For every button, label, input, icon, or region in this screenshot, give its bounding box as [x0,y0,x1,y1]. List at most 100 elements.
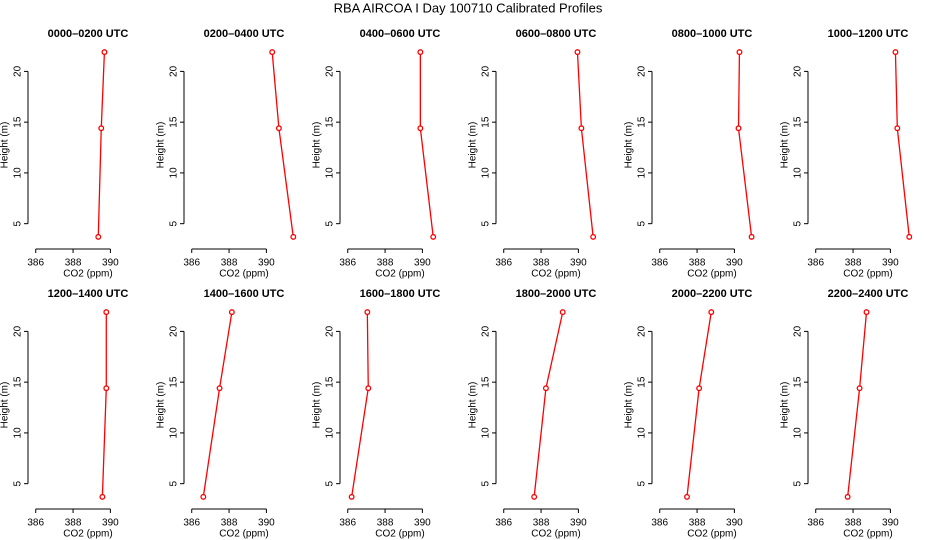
y-tick-label: 5 [325,220,336,226]
y-tick-label: 20 [13,65,24,77]
x-tick-label: 386 [27,258,44,269]
profile-line [533,311,564,497]
y-tick-label: 5 [637,480,648,486]
y-tick-label: 10 [481,427,492,439]
y-tick-label: 5 [481,220,492,226]
y-tick-label: 15 [793,376,804,388]
x-tick-label: 390 [102,258,119,269]
y-tick-label: 15 [325,116,336,128]
x-tick-label: 390 [414,258,431,269]
point [748,233,755,240]
x-axis-label: CO2 (ppm) [375,269,424,280]
x-tick-label: 386 [495,258,512,269]
y-axis-label: Height (m) [468,382,479,429]
x-tick-label: 388 [689,258,706,269]
y-tick-label: 10 [481,167,492,179]
y-tick-label: 20 [481,325,492,337]
x-tick-label: 388 [533,258,550,269]
point [348,493,355,500]
point [98,125,105,132]
y-tick-label: 10 [793,167,804,179]
y-axis-label: Height (m) [156,382,167,429]
y-tick-label: 10 [637,427,648,439]
point [559,309,566,316]
x-tick-label: 386 [183,518,200,529]
y-axis-label: Height (m) [156,122,167,169]
panel-title: 2200–2400 UTC [828,288,909,300]
y-axis-label: Height (m) [312,122,323,169]
panel-title: 1200–1400 UTC [48,288,129,300]
y-tick-label: 10 [169,167,180,179]
y-tick-label: 10 [325,427,336,439]
y-tick-label: 10 [13,427,24,439]
point [95,233,102,240]
y-tick-label: 5 [13,220,24,226]
y-tick-label: 15 [13,116,24,128]
x-axis-label: CO2 (ppm) [687,269,736,280]
y-tick-label: 20 [325,65,336,77]
point [365,385,372,392]
page-title: RBA AIRCOA I Day 100710 Calibrated Profi… [334,0,603,15]
point [531,493,538,500]
y-tick-label: 15 [325,376,336,388]
y-axis-label: Height (m) [780,382,791,429]
y-tick-label: 15 [793,116,804,128]
panel-title: 1400–1600 UTC [204,288,285,300]
profile-line [576,52,594,237]
x-tick-label: 386 [27,518,44,529]
y-axis-label: Height (m) [468,122,479,169]
x-tick-label: 390 [726,518,743,529]
x-tick-label: 390 [570,518,587,529]
y-tick-label: 15 [169,116,180,128]
y-tick-label: 15 [637,376,648,388]
x-tick-label: 388 [65,258,82,269]
x-axis-label: CO2 (ppm) [843,529,892,540]
point [708,309,715,316]
y-tick-label: 5 [793,220,804,226]
y-tick-label: 5 [637,220,648,226]
point [269,49,276,56]
y-tick-label: 20 [637,325,648,337]
point [906,233,913,240]
point [417,125,424,132]
x-tick-label: 386 [807,518,824,529]
y-tick-label: 20 [325,325,336,337]
y-tick-label: 15 [481,376,492,388]
y-tick-label: 5 [793,480,804,486]
x-tick-label: 390 [882,518,899,529]
point [892,49,899,56]
x-axis-label: CO2 (ppm) [531,529,580,540]
point [696,385,703,392]
y-axis-label: Height (m) [624,382,635,429]
x-tick-label: 388 [845,258,862,269]
y-axis-label: Height (m) [312,382,323,429]
y-tick-label: 5 [169,480,180,486]
point [200,493,207,500]
profile-line [97,52,106,237]
y-axis-label: Height (m) [624,122,635,169]
x-tick-label: 386 [339,518,356,529]
profile-line [894,52,910,237]
y-tick-label: 20 [793,325,804,337]
point [684,493,690,500]
y-axis-label: Height (m) [780,122,791,169]
point [590,233,597,240]
y-tick-label: 10 [13,167,24,179]
profile-line [101,312,107,497]
point [856,385,863,392]
x-tick-label: 388 [221,518,238,529]
point [216,385,223,392]
point [103,309,110,316]
x-tick-label: 388 [689,518,706,529]
y-tick-label: 5 [169,220,180,226]
y-tick-label: 20 [169,65,180,77]
x-tick-label: 390 [414,518,431,529]
point [364,309,371,316]
x-tick-label: 388 [377,258,394,269]
x-tick-label: 390 [102,518,119,529]
panel-title: 0200–0400 UTC [204,28,285,40]
y-tick-label: 5 [13,480,24,486]
point [101,49,108,56]
point [578,125,585,132]
y-tick-label: 15 [13,376,24,388]
